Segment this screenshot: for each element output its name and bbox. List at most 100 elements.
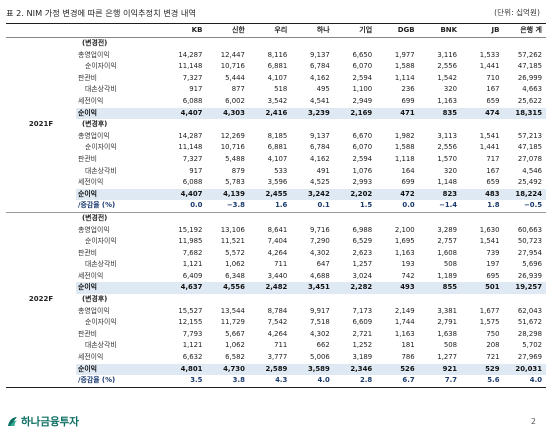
- value-cell: 10,716: [220, 143, 245, 152]
- row-label: 세전이익: [78, 353, 104, 362]
- value-cell: 0.0: [164, 200, 207, 213]
- value-cell: 167: [486, 166, 500, 175]
- value-cell: 2,594: [352, 73, 373, 82]
- value-cell: 2,594: [352, 154, 373, 163]
- table-row: 순이자이익 12,155 11,729 7,542 7,518 6,609 1,744 2,7…: [6, 317, 546, 329]
- value-cell: 4,107: [267, 73, 288, 82]
- value-cell: 7,404: [267, 237, 288, 246]
- value-cell: 5,488: [225, 154, 245, 163]
- table-row: 순이자이익 11,148 10,716 6,881 6,784 6,070 1,588 2,5…: [6, 61, 546, 73]
- value-cell: 1,542: [437, 73, 458, 82]
- row-label: 순이자이익: [85, 318, 117, 327]
- row-label: 대손상각비: [85, 85, 117, 94]
- table-row: 순이자이익 11,148 10,716 6,881 6,784 6,070 1,588 2,5…: [6, 142, 546, 154]
- empty-cell: [249, 38, 291, 50]
- empty-cell: [334, 119, 376, 131]
- row-label: 총영업이익: [78, 306, 110, 315]
- row-label: 대손상각비: [85, 341, 117, 350]
- table-row: /증감율 (%) 3.5 3.8 4.3 4.0 2.8 6.7 7.7 5.6 4.0: [6, 375, 546, 388]
- empty-cell: [291, 119, 333, 131]
- column-header: 신한: [206, 23, 249, 38]
- empty-cell: [206, 119, 248, 131]
- empty-cell: [376, 294, 418, 306]
- value-cell: 3,189: [352, 353, 373, 362]
- header-blank: [6, 23, 76, 38]
- value-cell: 6,582: [225, 353, 245, 362]
- table-row: 총영업이익 14,287 12,447 8,116 9,137 6,650 1,977 3,1…: [6, 50, 546, 62]
- empty-cell: [334, 212, 376, 224]
- row-label: /증감율 (%): [76, 375, 164, 388]
- section-header-row: 2022F (변경전): [6, 212, 546, 388]
- row-label: 세전이익: [78, 271, 104, 280]
- value-cell: 12,447: [220, 50, 245, 59]
- table-row: 순이익 4,407 4,139 2,455 3,242 2,202 472 823 483 18,…: [6, 188, 546, 201]
- value-cell: 14,287: [178, 50, 203, 59]
- value-cell: 1,121: [182, 260, 203, 269]
- company-logo: 하나금융투자: [7, 414, 79, 429]
- row-label: 판관비: [78, 154, 98, 163]
- table-row: 총영업이익 14,287 12,269 8,185 9,137 6,670 1,982 3,1…: [6, 131, 546, 143]
- value-cell: 25,622: [517, 96, 542, 105]
- value-cell: 711: [274, 341, 288, 350]
- value-cell: 508: [443, 341, 458, 350]
- value-cell: 1,533: [479, 50, 500, 59]
- value-cell: 62,043: [517, 306, 542, 315]
- value-cell: 27,078: [517, 154, 542, 163]
- value-cell: 508: [443, 260, 458, 269]
- column-header: 우리: [248, 23, 292, 38]
- value-cell: 7,793: [182, 329, 203, 338]
- value-cell: 3,440: [267, 271, 288, 280]
- table-row: 순이익 4,407 4,303 2,416 3,239 2,169 471 835 474 18,…: [6, 107, 546, 120]
- row-label: 세전이익: [78, 178, 104, 187]
- table-row: 대손상각비 1,121 1,062 711 662 1,252 181 508 208 5,702: [6, 340, 546, 352]
- value-cell: 2,202: [333, 188, 377, 201]
- value-cell: 879: [231, 166, 245, 175]
- empty-cell: [206, 212, 248, 224]
- section-header-row: (변경후): [6, 294, 546, 306]
- value-cell: 25,492: [517, 178, 542, 187]
- value-cell: 6,784: [310, 143, 330, 152]
- value-cell: 8,641: [267, 225, 288, 234]
- value-cell: 4,407: [164, 107, 207, 120]
- value-cell: 14,287: [178, 131, 203, 140]
- value-cell: 13,106: [220, 225, 245, 234]
- row-label: 순이익: [76, 282, 164, 295]
- value-cell: 533: [274, 166, 288, 175]
- value-cell: 1,189: [437, 271, 458, 280]
- value-cell: 2,556: [437, 143, 458, 152]
- value-cell: 1,100: [352, 85, 373, 94]
- value-cell: 9,917: [310, 306, 330, 315]
- table-row: 총영업이익 15,527 13,544 8,784 9,917 7,173 2,149 3,3…: [6, 306, 546, 318]
- column-header: BNK: [418, 23, 462, 38]
- empty-cell: [291, 294, 333, 306]
- table-row: 세전이익 6,632 6,582 3,777 5,006 3,189 786 1,277 721…: [6, 352, 546, 364]
- value-cell: 4,556: [206, 282, 249, 295]
- empty-cell: [419, 212, 461, 224]
- value-cell: 491: [316, 166, 330, 175]
- column-header: 기업: [333, 23, 377, 38]
- empty-cell: [461, 119, 503, 131]
- year-label: 2022F: [6, 212, 76, 388]
- value-cell: 4,302: [310, 248, 330, 257]
- value-cell: 6,070: [352, 143, 373, 152]
- value-cell: 3,777: [267, 353, 288, 362]
- value-cell: 1,441: [479, 143, 500, 152]
- value-cell: 6.7: [376, 375, 419, 388]
- row-label: 순이익: [76, 363, 164, 376]
- value-cell: 472: [376, 188, 419, 201]
- value-cell: 2,282: [333, 282, 377, 295]
- value-cell: 6,881: [267, 62, 288, 71]
- value-cell: 11,985: [178, 237, 203, 246]
- unit-note: (단위: 십억원): [494, 8, 540, 17]
- value-cell: 47,185: [517, 143, 542, 152]
- row-label: 세전이익: [78, 96, 104, 105]
- value-cell: 721: [486, 353, 500, 362]
- value-cell: 7,327: [182, 154, 203, 163]
- value-cell: 1,608: [437, 248, 458, 257]
- row-label: 순이익: [76, 107, 164, 120]
- row-label: 순이자이익: [85, 62, 117, 71]
- value-cell: 3,116: [437, 50, 458, 59]
- value-cell: 699: [401, 178, 415, 187]
- empty-cell: [376, 212, 418, 224]
- value-cell: 4,688: [310, 271, 330, 280]
